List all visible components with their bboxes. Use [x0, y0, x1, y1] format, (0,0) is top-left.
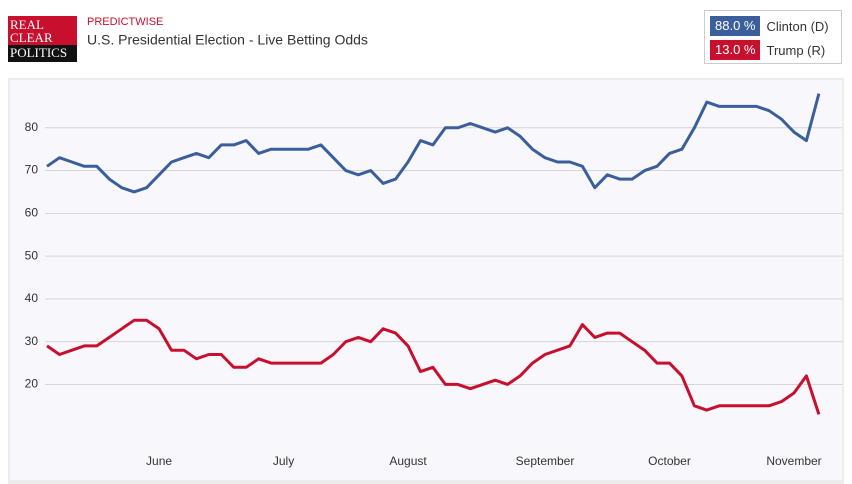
x-tick-label: November	[766, 454, 821, 468]
legend-label: Trump (R)	[766, 42, 826, 58]
y-tick-label: 40	[25, 291, 39, 305]
chart-title: U.S. Presidential Election - Live Bettin…	[87, 32, 368, 48]
y-tick-label: 60	[25, 206, 39, 220]
x-tick-label: August	[389, 454, 427, 468]
legend-label: Clinton (D)	[766, 18, 829, 34]
logo-text: POLITICS	[10, 45, 67, 60]
source: PREDICTWISE	[87, 16, 163, 28]
x-tick-label: September	[516, 454, 575, 468]
legend-item: 13.0 % Trump (R)	[710, 40, 825, 60]
y-tick-label: 80	[25, 120, 39, 134]
legend-item: 88.0 % Clinton (D)	[710, 16, 829, 36]
line	[46, 93, 821, 194]
logo-text: REAL	[10, 17, 44, 32]
x-tick-label: June	[146, 454, 172, 468]
y-tick-label: 50	[25, 248, 39, 262]
y-tick-label: 30	[25, 334, 39, 348]
line	[46, 318, 821, 415]
x-tick-label: July	[273, 454, 294, 468]
y-tick-label: 70	[25, 163, 39, 177]
logo-band	[8, 45, 77, 62]
legend-value: 13.0 %	[710, 40, 761, 60]
y-tick-label: 20	[25, 377, 39, 391]
plot-area	[10, 80, 842, 480]
x-tick-label: October	[648, 454, 691, 468]
legend: 88.0 % Clinton (D) 13.0 % Trump (R)	[704, 10, 842, 64]
legend-value: 88.0 %	[710, 16, 761, 36]
logo-text: CLEAR	[10, 30, 53, 45]
